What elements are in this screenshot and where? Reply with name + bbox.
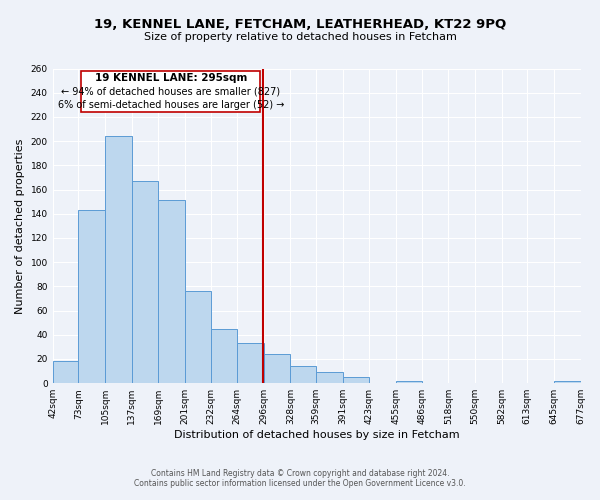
Bar: [185, 291, 211, 383]
Bar: [53, 362, 79, 383]
Bar: [396, 381, 422, 383]
Bar: [131, 181, 158, 383]
Y-axis label: Number of detached properties: Number of detached properties: [15, 138, 25, 314]
Bar: [79, 210, 105, 383]
Bar: [105, 136, 131, 383]
Bar: [290, 366, 316, 383]
Bar: [554, 381, 581, 383]
Bar: [264, 354, 290, 383]
FancyBboxPatch shape: [81, 71, 260, 112]
Text: 19, KENNEL LANE, FETCHAM, LEATHERHEAD, KT22 9PQ: 19, KENNEL LANE, FETCHAM, LEATHERHEAD, K…: [94, 18, 506, 30]
Bar: [316, 372, 343, 383]
X-axis label: Distribution of detached houses by size in Fetcham: Distribution of detached houses by size …: [174, 430, 460, 440]
Text: 19 KENNEL LANE: 295sqm: 19 KENNEL LANE: 295sqm: [95, 73, 247, 83]
Text: ← 94% of detached houses are smaller (827): ← 94% of detached houses are smaller (82…: [61, 86, 280, 97]
Bar: [158, 200, 185, 383]
Bar: [237, 344, 264, 383]
Text: 6% of semi-detached houses are larger (52) →: 6% of semi-detached houses are larger (5…: [58, 100, 284, 110]
Bar: [343, 377, 370, 383]
Text: Contains HM Land Registry data © Crown copyright and database right 2024.: Contains HM Land Registry data © Crown c…: [151, 468, 449, 477]
Bar: [211, 328, 237, 383]
Text: Size of property relative to detached houses in Fetcham: Size of property relative to detached ho…: [143, 32, 457, 42]
Text: Contains public sector information licensed under the Open Government Licence v3: Contains public sector information licen…: [134, 478, 466, 488]
